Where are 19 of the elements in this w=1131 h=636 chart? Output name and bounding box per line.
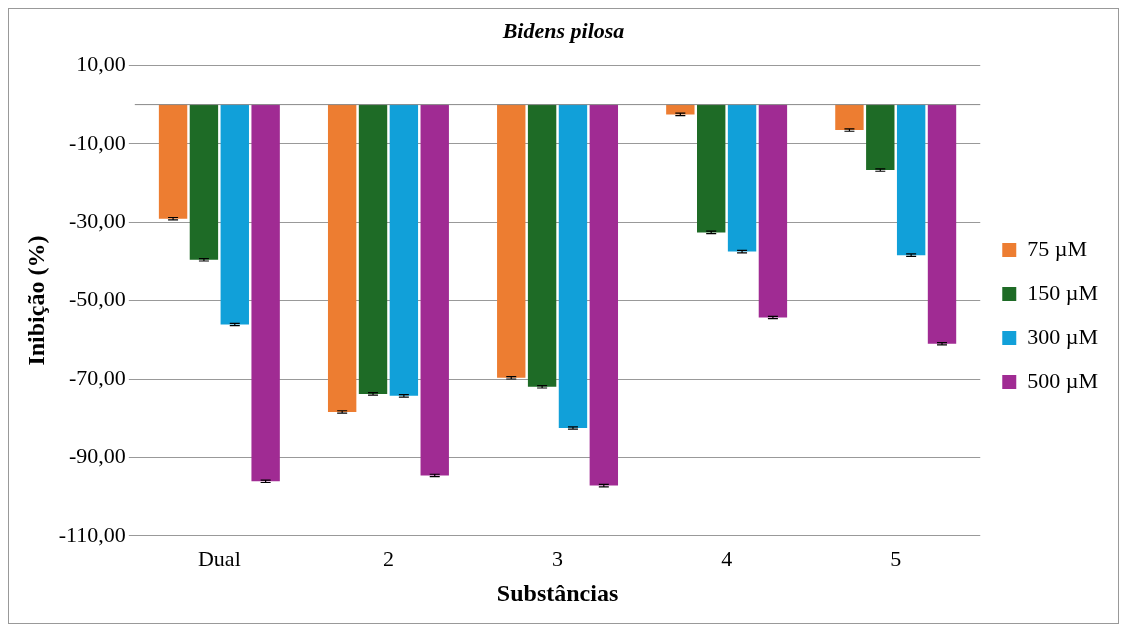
y-tick-label: -70,00 [68, 364, 126, 390]
x-tick-label: 4 [721, 545, 733, 571]
x-tick-label: 3 [552, 545, 564, 571]
y-tick-label: -10,00 [68, 129, 126, 155]
x-tick-label: Dual [197, 545, 241, 571]
y-tick-label: -110,00 [58, 521, 126, 547]
legend-label: 300 µM [1027, 323, 1099, 349]
x-tick-label: 2 [382, 545, 394, 571]
y-tick-label: 10,00 [76, 51, 126, 77]
y-tick-label: -30,00 [68, 207, 126, 233]
legend-label: 75 µM [1027, 235, 1088, 261]
chart-title: Bidens pilosa [501, 17, 625, 43]
legend-label: 150 µM [1027, 279, 1099, 305]
y-tick-label: -90,00 [68, 443, 126, 469]
x-tick-label: 5 [890, 545, 902, 571]
x-axis-title: Substâncias [496, 579, 619, 606]
y-axis-title: Inibição (%) [22, 235, 49, 366]
legend-label: 500 µM [1027, 367, 1099, 393]
y-tick-label: -50,00 [68, 286, 126, 312]
